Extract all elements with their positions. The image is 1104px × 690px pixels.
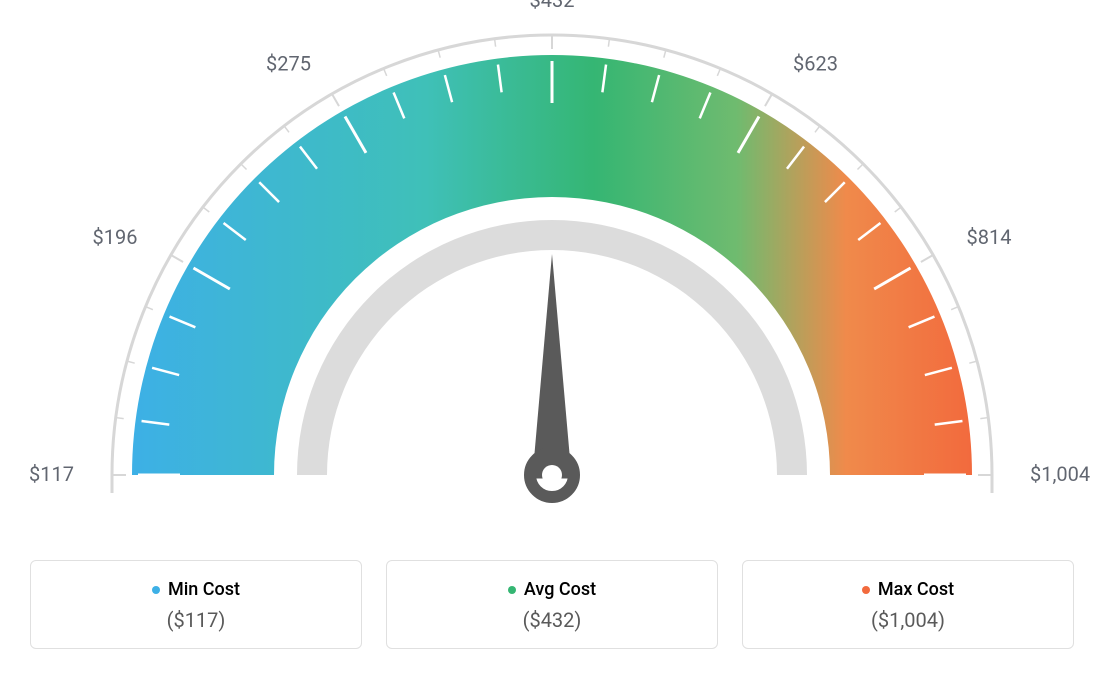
legend-row: Min Cost ($117) Avg Cost ($432) Max Cost… [0,540,1104,649]
dot-icon-min [152,586,160,594]
legend-label-avg-text: Avg Cost [524,579,596,600]
legend-card-avg: Avg Cost ($432) [386,560,718,649]
legend-label-avg: Avg Cost [387,579,717,600]
legend-card-max: Max Cost ($1,004) [742,560,1074,649]
svg-text:$275: $275 [266,52,311,76]
legend-value-max: ($1,004) [743,608,1073,632]
svg-text:$623: $623 [793,52,838,76]
cost-gauge: $117 $196 $275 $432 $623 $814 $1,004 [0,0,1104,540]
svg-text:$814: $814 [966,225,1011,249]
legend-label-min-text: Min Cost [168,579,240,600]
svg-text:$432: $432 [530,0,575,12]
dot-icon-max [862,586,870,594]
gauge-svg: $117 $196 $275 $432 $623 $814 $1,004 [0,0,1104,540]
svg-text:$1,004: $1,004 [1030,462,1090,486]
legend-label-max-text: Max Cost [878,579,954,600]
legend-label-max: Max Cost [743,579,1073,600]
legend-value-min: ($117) [31,608,361,632]
legend-value-avg: ($432) [387,608,717,632]
dot-icon-avg [508,586,516,594]
svg-text:$196: $196 [93,225,138,249]
svg-text:$117: $117 [29,462,74,486]
legend-label-min: Min Cost [31,579,361,600]
legend-card-min: Min Cost ($117) [30,560,362,649]
